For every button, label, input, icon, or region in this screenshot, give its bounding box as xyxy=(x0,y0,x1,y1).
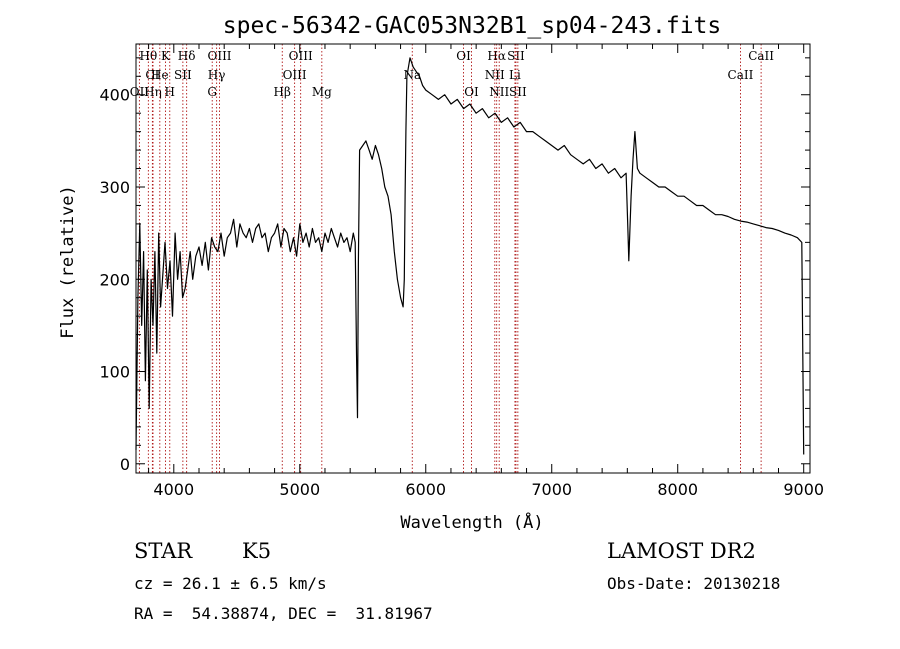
spectral-line-label: OII xyxy=(130,85,150,99)
object-class: STAR xyxy=(134,539,193,563)
spectral-line-label: SII xyxy=(509,85,527,99)
spectral-line-label: Hβ xyxy=(274,85,291,99)
x-tick-label: 4000 xyxy=(153,480,194,499)
x-tick-label: 9000 xyxy=(783,480,824,499)
redshift-text: cz = 26.1 ± 6.5 km/s xyxy=(134,574,327,593)
y-tick-label: 200 xyxy=(99,270,130,289)
spectral-line-label: Hα xyxy=(487,49,506,63)
x-tick-label: 5000 xyxy=(279,480,320,499)
chart-title: spec-56342-GAC053N32B1_sp04-243.fits xyxy=(223,13,722,39)
object-subclass: K5 xyxy=(242,539,272,563)
x-tick-label: 8000 xyxy=(657,480,698,499)
spectral-line-label: OIII xyxy=(207,49,231,63)
spectral-line-label: Hθ xyxy=(139,49,157,63)
spectral-line-label: Li xyxy=(509,68,521,82)
spectral-line-label: OIII xyxy=(289,49,313,63)
spectral-line-label: OI xyxy=(464,85,479,99)
spectral-line-label: K xyxy=(161,49,171,63)
spectral-line-label: Mg xyxy=(312,85,332,99)
axis-ticks: 4000 5000 6000 7000 8000 9000 0 100 200 300 400 xyxy=(99,44,824,499)
x-tick-label: 6000 xyxy=(405,480,446,499)
x-axis-label: Wavelength (Å) xyxy=(400,511,543,533)
y-axis-label: Flux (relative) xyxy=(58,185,78,339)
plot-frame xyxy=(135,43,811,474)
y-tick-label: 0 xyxy=(120,455,130,474)
obs-date: Obs-Date: 20130218 xyxy=(607,574,781,593)
spectral-line-label: He xyxy=(151,68,169,82)
spectral-line-label: CaII xyxy=(728,68,754,82)
spectral-line-label: CI xyxy=(145,68,159,82)
spectral-line-label: G xyxy=(207,85,217,99)
y-tick-label: 400 xyxy=(99,86,130,105)
y-tick-label: 300 xyxy=(99,178,130,197)
spectral-line-label: OIII xyxy=(283,68,307,82)
survey-name: LAMOST DR2 xyxy=(607,539,756,563)
spectral-line-label: SII xyxy=(174,68,192,82)
spectral-line-label: H xyxy=(165,85,175,99)
spectral-line-label: Hη xyxy=(144,85,162,99)
spectrum-line xyxy=(135,57,805,455)
spectrum-series xyxy=(135,57,805,455)
spectral-line-label: SII xyxy=(507,49,525,63)
spectral-line-label: CaII xyxy=(748,49,774,63)
x-tick-label: 7000 xyxy=(531,480,572,499)
coordinates: RA = 54.38874, DEC = 31.81967 xyxy=(134,604,433,623)
spectral-line-label: OI xyxy=(456,49,471,63)
spectral-line-label: Hγ xyxy=(208,68,226,82)
spectral-line-label: NII xyxy=(489,85,509,99)
spectral-line-label: Hδ xyxy=(178,49,196,63)
spectral-line-label: NII xyxy=(485,68,505,82)
y-tick-label: 100 xyxy=(99,363,130,382)
